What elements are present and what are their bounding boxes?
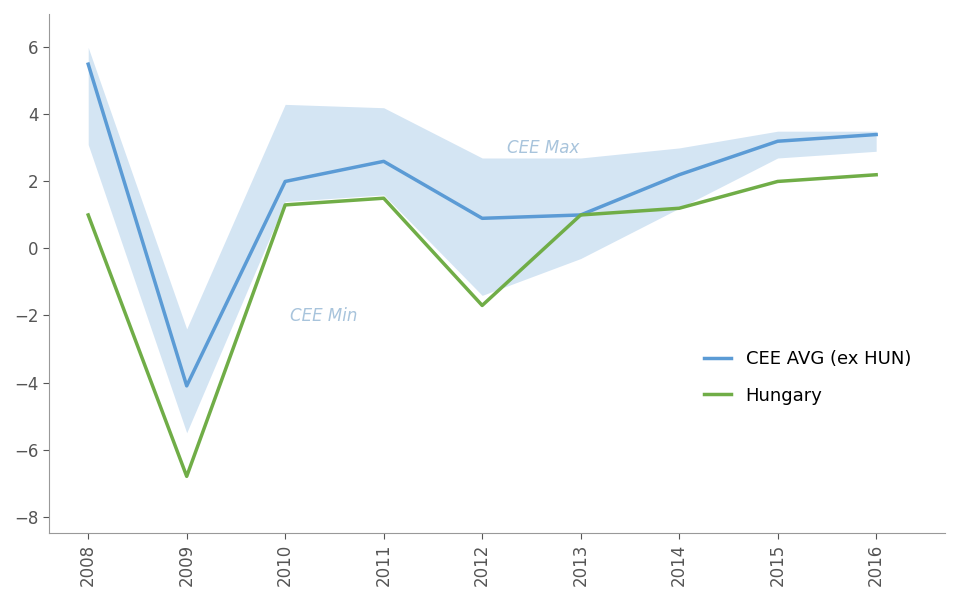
Text: CEE Min: CEE Min xyxy=(291,307,358,325)
Legend: CEE AVG (ex HUN), Hungary: CEE AVG (ex HUN), Hungary xyxy=(697,343,918,412)
Text: CEE Max: CEE Max xyxy=(506,139,579,157)
